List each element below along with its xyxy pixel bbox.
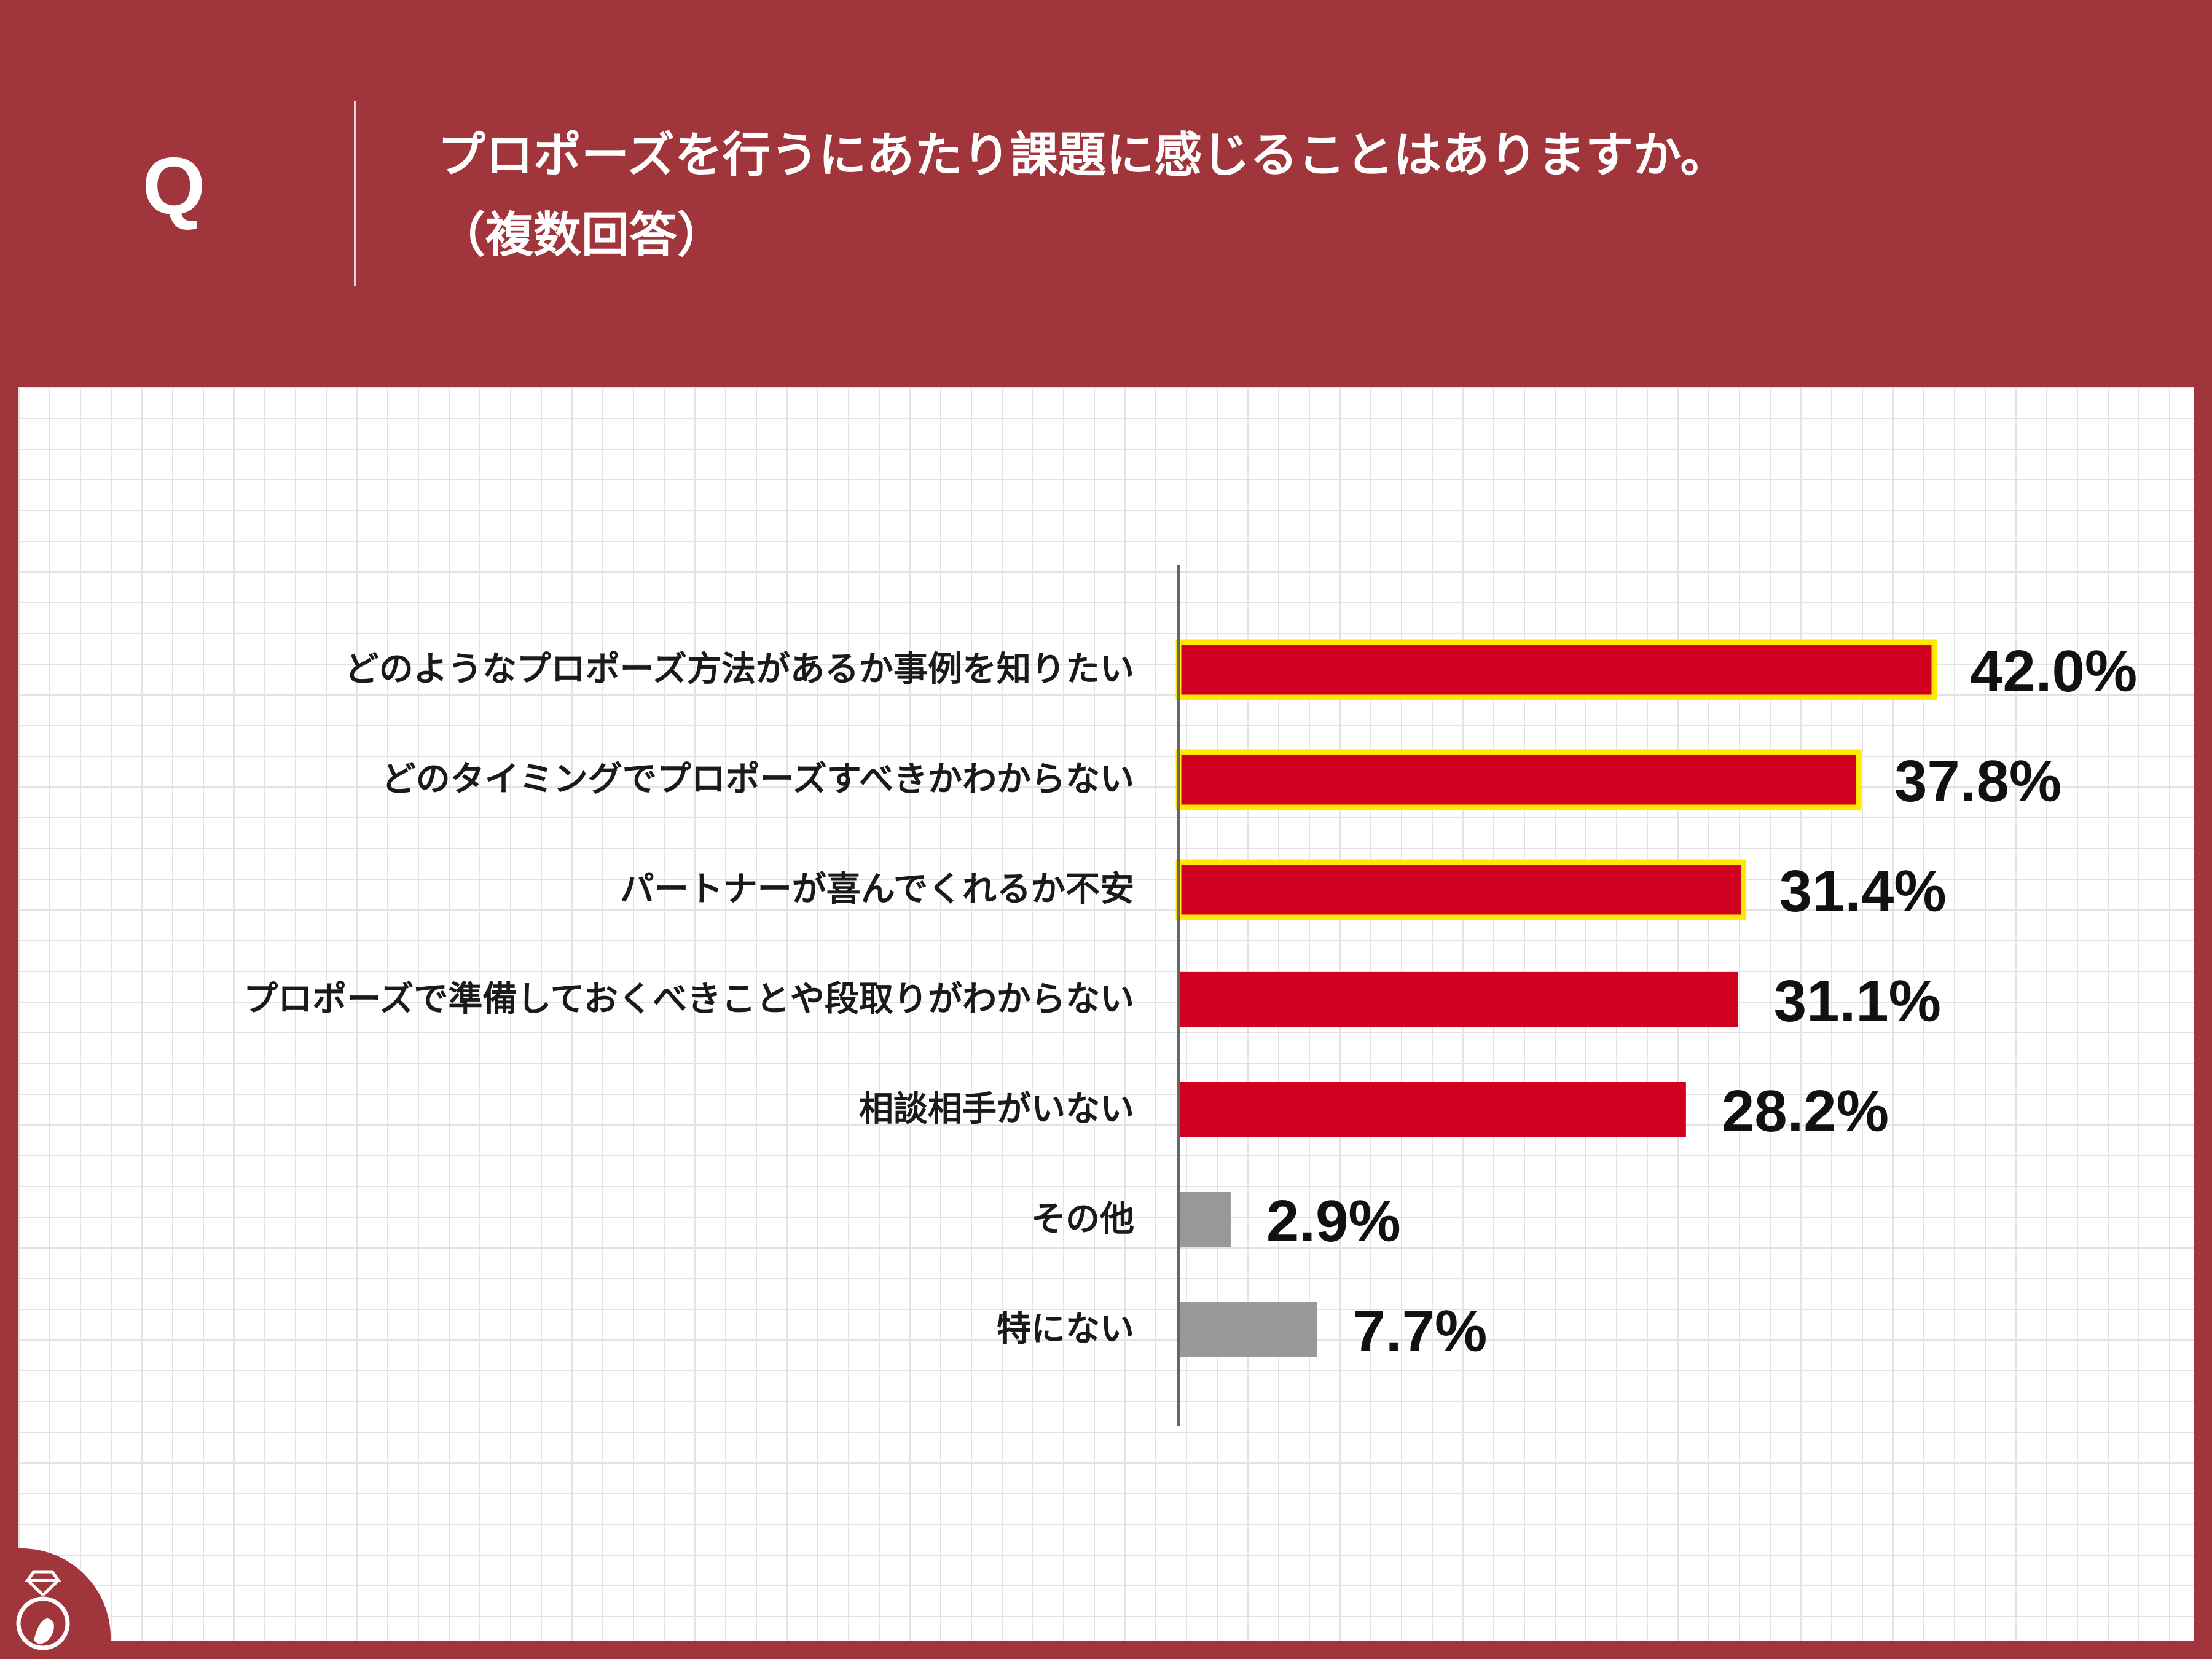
value-label-4: 31.1% — [1773, 968, 1941, 1034]
value-label-2: 37.8% — [1894, 748, 2062, 814]
header-divider — [354, 101, 356, 286]
value-label-1: 42.0% — [1970, 638, 2138, 704]
question-line-2: （複数回答） — [437, 208, 726, 263]
bar-1 — [1175, 639, 1937, 700]
category-label-4: プロポーズで準備しておくべきことや段取りがわからない — [243, 979, 1134, 1019]
question-line-1: プロポーズを行うにあたり課題に感じることはありますか。 — [437, 128, 1728, 183]
value-label-5: 28.2% — [1721, 1078, 1889, 1144]
value-label-3: 31.4% — [1779, 858, 1947, 924]
category-label-2: どのタイミングでプロポーズすべきかわからない — [381, 759, 1134, 799]
bar-5 — [1179, 1082, 1686, 1137]
value-label-7: 7.7% — [1352, 1298, 1488, 1364]
chart-panel: どのようなプロポーズ方法があるか事例を知りたい 42.0% どのタイミングでプロポー… — [18, 387, 2194, 1641]
category-label-3: パートナーが喜んでくれるか不安 — [619, 869, 1134, 909]
q-mark: Q — [142, 141, 206, 231]
category-label-7: 特にない — [997, 1309, 1134, 1349]
ring-logo-icon — [16, 1570, 70, 1650]
bar-6 — [1179, 1192, 1231, 1247]
value-label-6: 2.9% — [1266, 1188, 1401, 1254]
category-label-6: その他 — [1031, 1199, 1134, 1239]
bar-3 — [1175, 859, 1747, 920]
bar-chart — [1175, 565, 1937, 1426]
bar-2 — [1175, 749, 1862, 810]
category-label-5: 相談相手がいない — [859, 1089, 1134, 1129]
question-header: Q プロポーズを行うにあたり課題に感じることはありますか。 （複数回答） — [0, 0, 2212, 387]
bar-7 — [1179, 1302, 1317, 1357]
question-text: プロポーズを行うにあたり課題に感じることはありますか。 （複数回答） — [437, 116, 2158, 275]
category-label-1: どのようなプロポーズ方法があるか事例を知りたい — [344, 649, 1134, 689]
bar-4 — [1179, 972, 1738, 1027]
